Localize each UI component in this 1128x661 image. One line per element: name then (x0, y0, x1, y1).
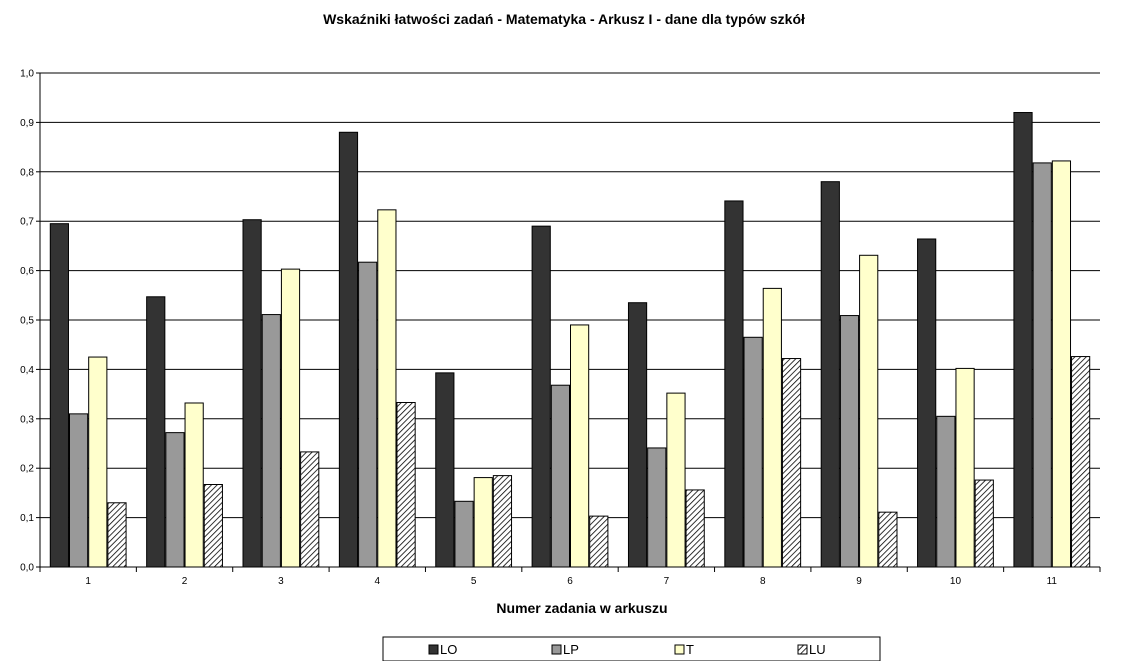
bar-lp-2 (165, 432, 185, 568)
x-tick-label: 1 (85, 576, 91, 587)
bar-lu-8 (781, 358, 802, 568)
bar-lo-7 (627, 302, 648, 568)
bar-t-6 (570, 324, 590, 568)
bar-lo-9 (820, 181, 840, 568)
x-tick-label: 11 (1047, 576, 1058, 587)
legend-swatch-lu (797, 644, 808, 655)
bar-lo-6 (531, 225, 551, 568)
bar-lp-7 (647, 447, 667, 568)
bar-t-7 (666, 392, 686, 568)
bar-lu-5 (492, 475, 513, 568)
bar-lp-11 (1032, 162, 1052, 568)
legend-label-t: T (686, 642, 694, 657)
y-tick-label: 0,5 (20, 316, 34, 327)
gridlines (40, 72, 1100, 519)
y-axis-ticks: 0,0 0,1 0,2 0,3 0,4 0,5 0,6 0,7 0,8 0,9 1,0 (20, 69, 40, 574)
bar-t-11 (1051, 160, 1072, 568)
legend-label-lu: LU (809, 642, 826, 657)
bar-t-1 (88, 356, 108, 568)
legend-swatch-lo (428, 644, 439, 655)
bar-lo-11 (1013, 112, 1033, 568)
bar-lp-4 (358, 261, 378, 568)
legend: LO LP T LU (382, 636, 881, 661)
x-tick-label: 5 (471, 576, 477, 587)
legend-label-lo: LO (440, 642, 457, 657)
bar-lu-10 (974, 479, 994, 568)
x-tick-label: 8 (760, 576, 766, 587)
bar-lo-8 (724, 200, 744, 568)
chart-title: Wskaźniki łatwości zadań - Matematyka - … (323, 11, 805, 27)
x-axis-label: Numer zadania w arkuszu (496, 600, 667, 616)
legend-label-lp: LP (563, 642, 579, 657)
bar-lp-1 (68, 413, 89, 568)
bar-lu-7 (685, 489, 705, 568)
bar-lo-1 (49, 223, 69, 568)
bar-lo-4 (338, 131, 359, 568)
bars (49, 112, 1091, 568)
bar-t-8 (762, 287, 782, 568)
bar-lo-10 (917, 238, 937, 568)
bar-lo-3 (242, 219, 262, 568)
axes (39, 73, 1100, 568)
bar-t-2 (184, 402, 204, 568)
legend-box (382, 636, 881, 661)
x-tick-label: 2 (182, 576, 188, 587)
x-tick-label: 4 (374, 576, 380, 587)
y-tick-label: 0,4 (20, 365, 34, 376)
legend-swatch-t (674, 644, 685, 655)
x-tick-label: 7 (664, 576, 670, 587)
bar-t-3 (280, 268, 301, 568)
bar-lp-3 (261, 314, 281, 568)
x-tick-label: 3 (278, 576, 284, 587)
bar-lp-6 (550, 384, 570, 568)
x-axis-ticks: 1 2 3 4 5 6 7 8 9 10 11 (39, 567, 1101, 587)
bar-lp-5 (454, 500, 474, 568)
bar-lu-11 (1071, 356, 1091, 568)
bar-lu-3 (300, 451, 320, 568)
y-tick-label: 0,1 (20, 513, 34, 524)
y-tick-label: 0,6 (20, 266, 34, 277)
y-tick-label: 0,3 (20, 414, 34, 425)
bar-lp-9 (839, 315, 860, 568)
bar-lp-8 (743, 336, 763, 568)
y-tick-label: 0,2 (20, 464, 34, 475)
bar-lo-2 (146, 296, 166, 568)
bar-t-5 (473, 477, 493, 568)
bar-lu-9 (878, 511, 898, 568)
bar-t-9 (859, 254, 879, 568)
y-tick-label: 0,7 (20, 217, 34, 228)
y-tick-label: 0,8 (20, 167, 34, 178)
legend-swatch-lp (551, 644, 562, 655)
bar-lo-5 (435, 372, 455, 568)
y-tick-label: 1,0 (20, 69, 34, 80)
y-tick-label: 0,9 (20, 118, 34, 129)
x-tick-label: 9 (856, 576, 862, 587)
x-tick-label: 10 (950, 576, 962, 587)
bar-lu-4 (396, 401, 416, 568)
bar-t-4 (377, 209, 397, 568)
x-tick-label: 6 (567, 576, 573, 587)
bar-t-10 (955, 367, 975, 568)
bar-lu-1 (107, 502, 127, 568)
bar-lu-2 (203, 484, 223, 568)
bar-lp-10 (936, 415, 956, 568)
bar-lu-6 (589, 515, 609, 568)
y-tick-label: 0,0 (20, 563, 34, 574)
